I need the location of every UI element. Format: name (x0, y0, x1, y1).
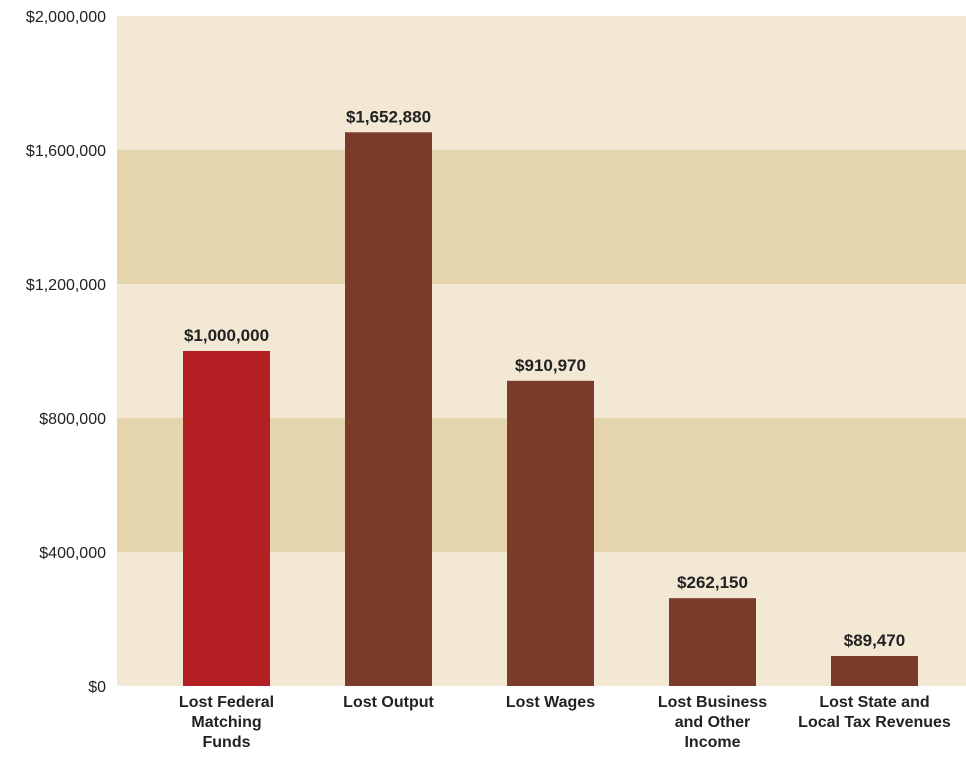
y-tick-label: $1,600,000 (26, 143, 106, 160)
data-label: $910,970 (515, 356, 586, 375)
x-tick-label: Lost Federal Matching Funds (179, 694, 274, 751)
data-label: $89,470 (844, 631, 905, 650)
x-tick-label: Lost State and Local Tax Revenues (798, 694, 951, 731)
value-labels-group: $1,000,000 $1,652,880 $910,970 $262,150 $89,… (184, 107, 905, 650)
bar (669, 598, 756, 686)
y-axis-tick-labels: $0 $400,000 $800,000 $1,200,000 $1,600,000 $2… (26, 9, 106, 696)
plot-band (117, 150, 966, 284)
x-tick-label-line: Funds (203, 734, 251, 751)
x-tick-label: Lost Output (343, 694, 434, 711)
plot-band (117, 16, 966, 150)
y-tick-label: $400,000 (39, 545, 106, 562)
x-tick-label-line: Lost Output (343, 694, 434, 711)
bar (183, 351, 270, 686)
x-tick-label-line: Lost Business (658, 694, 767, 711)
y-tick-label: $800,000 (39, 411, 106, 428)
data-label: $262,150 (677, 573, 748, 592)
bars-group (183, 132, 918, 686)
x-tick-label-line: Income (684, 734, 740, 751)
x-tick-label-line: Lost Wages (506, 694, 595, 711)
y-tick-label: $1,200,000 (26, 277, 106, 294)
x-tick-label: Lost Wages (506, 694, 595, 711)
data-label: $1,652,880 (346, 107, 431, 126)
data-label: $1,000,000 (184, 326, 269, 345)
x-tick-label-line: Lost Federal (179, 694, 274, 711)
y-tick-label: $0 (88, 679, 106, 696)
bar (507, 380, 594, 686)
bar (831, 656, 918, 686)
x-axis-category-labels: Lost Federal Matching Funds Lost Output Lost… (179, 694, 951, 751)
y-tick-label: $2,000,000 (26, 9, 106, 26)
bar (345, 132, 432, 686)
x-tick-label: Lost Business and Other Income (658, 694, 767, 751)
x-tick-label-line: Matching (191, 714, 261, 731)
x-tick-label-line: Lost State and (819, 694, 929, 711)
x-tick-label-line: and Other (675, 714, 751, 731)
x-tick-label-line: Local Tax Revenues (798, 714, 951, 731)
